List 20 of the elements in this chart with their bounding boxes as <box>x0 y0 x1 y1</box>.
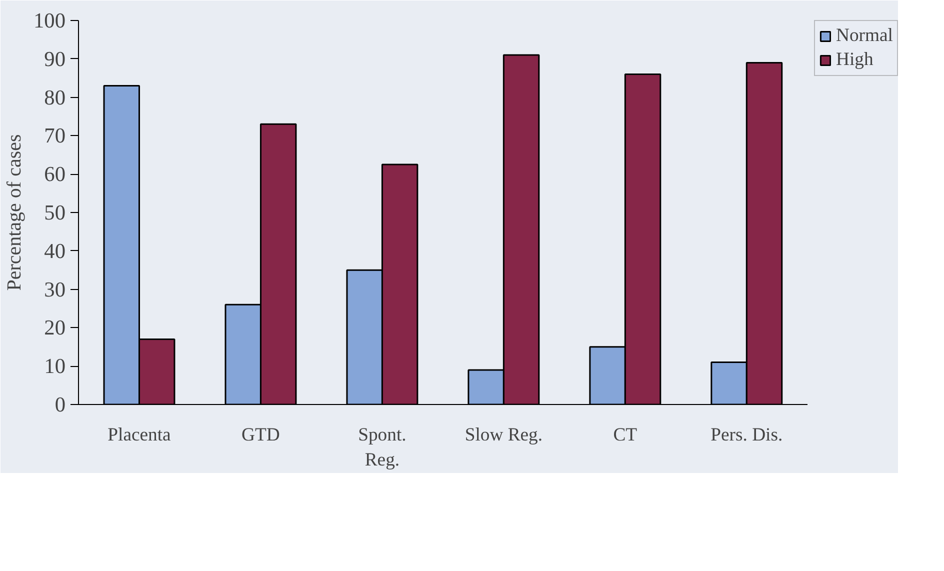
x-tick-label: Spont. Reg. <box>358 424 406 471</box>
y-tick-label: 30 <box>44 277 66 302</box>
y-tick-label: 50 <box>44 200 66 224</box>
y-tick-label: 40 <box>44 238 66 263</box>
x-tick-label: Slow Reg. <box>464 424 543 446</box>
x-tick-label: Pers. Dis. <box>710 424 783 446</box>
y-tick-label: 0 <box>54 392 66 416</box>
y-tick-label: 90 <box>44 46 66 71</box>
x-tick-label: Placenta <box>108 424 172 446</box>
y-tick-label: 20 <box>44 316 66 340</box>
legend-label: Normal <box>836 25 893 47</box>
y-tick-label: 60 <box>44 162 66 186</box>
y-tick-label: 80 <box>44 85 66 110</box>
x-tick-label: CT <box>613 424 638 446</box>
x-tick-label: GTD <box>242 424 280 446</box>
legend-label: High <box>836 49 874 71</box>
y-axis-title: Percentage of cases <box>4 134 26 291</box>
y-tick-label: 70 <box>44 124 66 148</box>
y-tick-label: 100 <box>34 8 66 32</box>
y-tick-label: 10 <box>44 354 66 378</box>
